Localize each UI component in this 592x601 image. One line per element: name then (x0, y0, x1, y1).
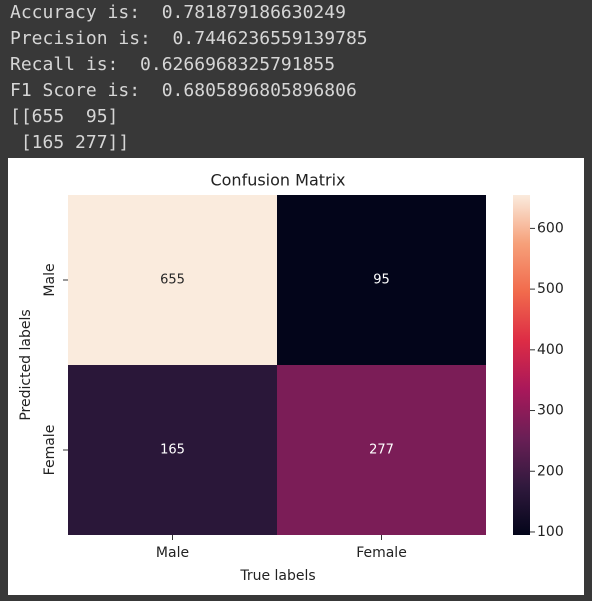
x-tick-label: Male (156, 545, 189, 561)
colorbar-tick-label: 100 (537, 524, 564, 540)
chart-title: Confusion Matrix (210, 171, 345, 190)
output-line: Recall is: 0.6266968325791855 (10, 54, 336, 75)
colorbar-tick-label: 600 (537, 220, 564, 236)
output-line: [165 277]] (10, 132, 130, 153)
x-axis-label: True labels (239, 568, 315, 584)
colorbar-tick-label: 300 (537, 403, 564, 419)
heatmap-cell (68, 195, 277, 365)
cell-label: 165 (160, 443, 185, 458)
y-tick-label: Male (42, 263, 58, 296)
cell-label: 655 (160, 273, 185, 288)
y-tick-label: Female (42, 425, 58, 476)
output-line: Precision is: 0.7446236559139785 (10, 28, 368, 49)
text-output: Accuracy is: 0.781879186630249 Precision … (10, 0, 368, 156)
heatmap-cell (277, 195, 486, 365)
output-line: Accuracy is: 0.781879186630249 (10, 2, 346, 23)
cell-label: 277 (369, 443, 394, 458)
chart: Confusion Matrix True labels Predicted l… (8, 158, 584, 595)
colorbar-tick-label: 400 (537, 342, 564, 358)
cell-label: 95 (373, 273, 390, 288)
x-tick-label: Female (356, 545, 407, 561)
colorbar-tick-label: 500 (537, 281, 564, 297)
heatmap-cell (68, 365, 277, 535)
output-line: [[655 95] (10, 106, 119, 127)
colorbar (513, 195, 530, 535)
colorbar-tick-label: 200 (537, 463, 564, 479)
heatmap-cell (277, 365, 486, 535)
output-line: F1 Score is: 0.6805896805896806 (10, 80, 357, 101)
y-axis-label: Predicted labels (18, 309, 34, 420)
